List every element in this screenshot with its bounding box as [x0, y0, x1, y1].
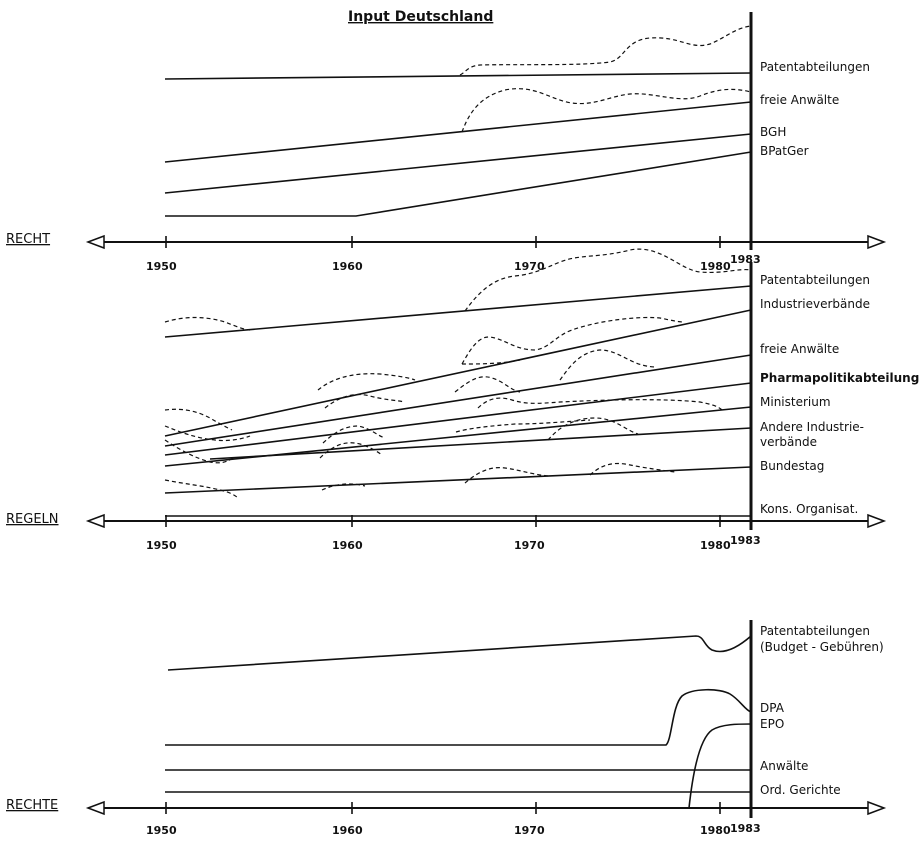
label-dpa: DPA: [760, 701, 785, 715]
curve-pharma-1968: [454, 376, 521, 393]
label-bgh: BGH: [760, 125, 786, 139]
line-patentabteilungen-budget: [167, 635, 752, 671]
line-bpatger: [165, 151, 752, 217]
label-kons-organisat: Kons. Organisat.: [760, 502, 858, 516]
tick-label-1960: 1960: [332, 539, 363, 552]
label-freie-anwaelte-recht: freie Anwälte: [760, 93, 839, 107]
axis-arrow-left: [85, 513, 105, 529]
axis-arrow-right: [867, 234, 887, 250]
tick-label-1950: 1950: [146, 539, 177, 552]
line-freie-anwaelte-recht: [164, 101, 752, 163]
axis-name-regeln: REGELN: [6, 512, 59, 527]
line-freie-anwaelte-regeln: [164, 354, 752, 447]
curve-andere-1970a: [455, 419, 591, 433]
curve-segment-a: [461, 359, 521, 365]
line-patentabteilungen-regeln: [164, 285, 752, 338]
label-andere-industrieverbaende-2: verbände: [760, 435, 817, 449]
tick-label-1960: 1960: [332, 824, 363, 837]
tick-label-1983: 1983: [730, 253, 761, 266]
label-industrieverbaende: Industrieverbände: [760, 297, 870, 311]
curve-1950-b: [164, 425, 251, 442]
curve-1950-industrie: [164, 316, 251, 331]
label-anwaelte: Anwälte: [760, 759, 808, 773]
line-industrieverbaende: [164, 309, 752, 437]
curve-patentabteilungen-recht: [459, 25, 752, 76]
curve-bundestag-1970: [464, 467, 549, 484]
tick-label-1980: 1980: [700, 824, 731, 837]
panel-regeln: REGELN 1950 1960 1970 1980 1983: [6, 248, 919, 552]
label-andere-industrieverbaende-1: Andere Industrie-: [760, 420, 864, 434]
tick-label-1983: 1983: [730, 822, 761, 835]
axis-name-rechte: RECHTE: [6, 798, 58, 813]
line-pharmapolitikabteilung: [164, 382, 752, 456]
label-patentabteilungen-regeln: Patentabteilungen: [760, 273, 870, 287]
line-andere-industrieverbaende: [209, 427, 752, 460]
tick-label-1980: 1980: [700, 260, 731, 273]
curve-andere-1975: [547, 417, 639, 441]
label-bundestag: Bundestag: [760, 459, 824, 473]
tick-label-1960: 1960: [332, 260, 363, 273]
curve-pharma-1960: [317, 373, 416, 391]
label-pharmapolitikabteilung: Pharmapolitikabteilung: [760, 371, 919, 385]
axis-arrow-right: [867, 800, 887, 816]
label-freie-anwaelte-regeln: freie Anwälte: [760, 342, 839, 356]
curve-industrieverbaende: [461, 316, 685, 365]
axis-arrow-left: [85, 800, 105, 816]
tick-label-1970: 1970: [514, 824, 545, 837]
axis-arrow-left: [85, 234, 105, 250]
label-patentabteilungen-rechte-1: Patentabteilungen: [760, 624, 870, 638]
line-bundestag: [164, 466, 752, 494]
line-patentabteilungen-recht: [164, 72, 752, 80]
curve-bundestag-1975: [589, 462, 676, 476]
line-dpa: [165, 688, 752, 746]
label-bpatger: BPatGer: [760, 144, 809, 158]
label-ministerium: Ministerium: [760, 395, 831, 409]
tick-label-1970: 1970: [514, 539, 545, 552]
curve-1950-a: [164, 408, 233, 431]
panel-rechte: RECHTE 1950 1960 1970 1980 1983 Patentab…: [6, 620, 887, 837]
curve-patentabteilungen-regeln: [464, 248, 752, 312]
curve-ministerium-1970: [477, 397, 723, 411]
label-ord-gerichte: Ord. Gerichte: [760, 783, 841, 797]
curve-1950-c: [164, 439, 231, 464]
tick-label-1950: 1950: [146, 260, 177, 273]
line-epo: [688, 723, 752, 809]
curve-freie-anwaelte-regeln: [559, 349, 656, 381]
label-epo: EPO: [760, 717, 784, 731]
label-patentabteilungen-rechte-2: (Budget - Gebühren): [760, 640, 884, 654]
axis-arrow-right: [867, 513, 887, 529]
curve-1950-d: [164, 479, 239, 499]
curve-ministerium-1960: [324, 393, 406, 409]
curve-bundestag-1960b: [321, 483, 366, 491]
tick-label-1983: 1983: [730, 534, 761, 547]
axis-name-recht: RECHT: [6, 232, 50, 247]
tick-label-1980: 1980: [700, 539, 731, 552]
tick-label-1950: 1950: [146, 824, 177, 837]
line-bgh: [164, 133, 752, 194]
diagram-title: Input Deutschland: [348, 9, 493, 25]
curve-freie-anwaelte-recht: [461, 88, 752, 133]
panel-recht: RECHT 1950 1960 1970 1980 1983 Patentabt…: [6, 12, 887, 273]
curve-bundestag-1960: [319, 442, 383, 459]
label-patentabteilungen-recht: Patentabteilungen: [760, 60, 870, 74]
tick-label-1970: 1970: [514, 260, 545, 273]
